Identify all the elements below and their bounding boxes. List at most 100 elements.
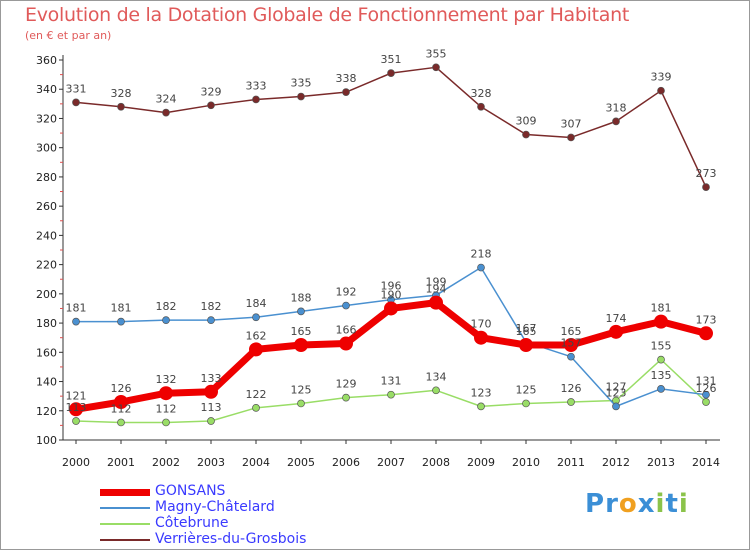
data-label: 125 — [516, 383, 537, 396]
series-line-Verrières-du-Grosbois — [75, 66, 707, 188]
data-point — [249, 342, 263, 357]
proxiti-logo: Proxiti — [585, 489, 689, 519]
x-tick-label: 2012 — [602, 456, 630, 469]
data-label: 165 — [516, 325, 537, 338]
data-label: 318 — [606, 101, 627, 114]
data-label: 181 — [651, 302, 672, 315]
data-label: 125 — [291, 383, 312, 396]
data-label: 181 — [111, 302, 132, 315]
logo-letter: o — [618, 489, 638, 519]
data-label: 123 — [471, 386, 492, 399]
data-point — [612, 402, 620, 411]
data-label: 329 — [201, 85, 222, 98]
data-point — [252, 313, 260, 322]
y-tick-label: 180 — [36, 317, 57, 330]
data-point — [117, 418, 125, 427]
data-point — [204, 384, 218, 399]
x-tick-label: 2004 — [242, 456, 270, 469]
y-tick-label: 300 — [36, 142, 57, 155]
data-label: 131 — [696, 375, 717, 388]
data-label: 126 — [561, 382, 582, 395]
data-point — [72, 417, 80, 425]
data-label: 135 — [651, 369, 672, 382]
data-label: 133 — [201, 372, 222, 385]
data-label: 355 — [426, 47, 447, 60]
data-label: 170 — [471, 318, 492, 331]
chart-subtitle: (en € et par an) — [25, 29, 112, 42]
data-label: 328 — [111, 87, 132, 100]
data-point — [477, 102, 485, 111]
y-tick-label: 200 — [36, 288, 57, 301]
data-label: 199 — [426, 275, 447, 288]
data-point — [72, 98, 80, 107]
legend-swatch — [100, 489, 150, 496]
data-label: 123 — [606, 386, 627, 399]
data-label: 173 — [696, 313, 717, 326]
x-tick-label: 2001 — [107, 456, 135, 469]
data-point — [387, 69, 395, 78]
data-label: 113 — [201, 401, 222, 414]
data-label: 181 — [66, 302, 87, 315]
data-label: 339 — [651, 71, 672, 84]
data-point — [699, 326, 713, 341]
legend-label: GONSANS — [155, 483, 226, 499]
logo-letter: i — [678, 489, 689, 519]
data-label: 165 — [561, 325, 582, 338]
data-point — [657, 355, 665, 364]
x-tick-label: 2002 — [152, 456, 180, 469]
data-label: 194 — [426, 283, 447, 296]
data-point — [114, 395, 128, 409]
data-point — [429, 295, 443, 310]
data-label: 166 — [336, 324, 357, 337]
data-point — [342, 88, 350, 97]
x-tick-label: 2011 — [557, 456, 585, 469]
line-chart: 100 120 140 160 180 200 220 240 260 280 300 320 340 3… — [36, 47, 720, 469]
data-label: 121 — [66, 389, 87, 402]
data-label: 165 — [291, 325, 312, 338]
y-tick-label: 220 — [36, 259, 57, 272]
y-tick-label: 100 — [36, 434, 57, 447]
data-point — [564, 338, 578, 352]
data-point — [384, 301, 398, 316]
data-label: 122 — [246, 388, 267, 401]
logo-letter: t — [665, 489, 679, 519]
data-point — [297, 307, 305, 316]
data-point — [432, 386, 440, 395]
data-label: 218 — [471, 248, 492, 261]
data-label: 162 — [246, 329, 267, 342]
data-point — [657, 384, 665, 393]
data-label: 184 — [246, 297, 267, 310]
data-label: 126 — [111, 382, 132, 395]
data-label: 338 — [336, 72, 357, 85]
data-point — [702, 390, 710, 399]
data-label: 127 — [606, 381, 627, 394]
data-point — [117, 317, 125, 326]
data-label: 309 — [516, 115, 537, 128]
series-layer — [69, 63, 713, 427]
legend-label: Côtebrune — [155, 515, 229, 531]
logo-letter: r — [605, 489, 619, 519]
y-tick-label: 260 — [36, 200, 57, 213]
data-label: 167 — [516, 322, 537, 335]
x-tick-label: 2003 — [197, 456, 225, 469]
data-label: 134 — [426, 370, 447, 383]
data-label: 190 — [381, 288, 402, 301]
data-point — [654, 314, 668, 329]
data-label: 174 — [606, 312, 627, 325]
logo-letter: x — [637, 489, 656, 519]
data-label: 335 — [291, 77, 312, 90]
x-tick-label: 2005 — [287, 456, 315, 469]
y-tick-label: 160 — [36, 346, 57, 359]
legend-item-verrieres-du-grosbois: Verrières-du-Grosbois — [100, 531, 360, 548]
data-point — [477, 402, 485, 411]
data-point — [162, 418, 170, 427]
legend-item-cotebrune: Côtebrune — [100, 515, 360, 532]
x-tick-label: 2013 — [647, 456, 675, 469]
legend-label: Magny-Châtelard — [155, 499, 275, 515]
data-label: 129 — [336, 378, 357, 391]
data-label: 324 — [156, 93, 177, 106]
data-point — [567, 398, 575, 406]
data-point — [612, 117, 620, 126]
data-point — [297, 399, 305, 408]
data-label: 273 — [696, 167, 717, 180]
